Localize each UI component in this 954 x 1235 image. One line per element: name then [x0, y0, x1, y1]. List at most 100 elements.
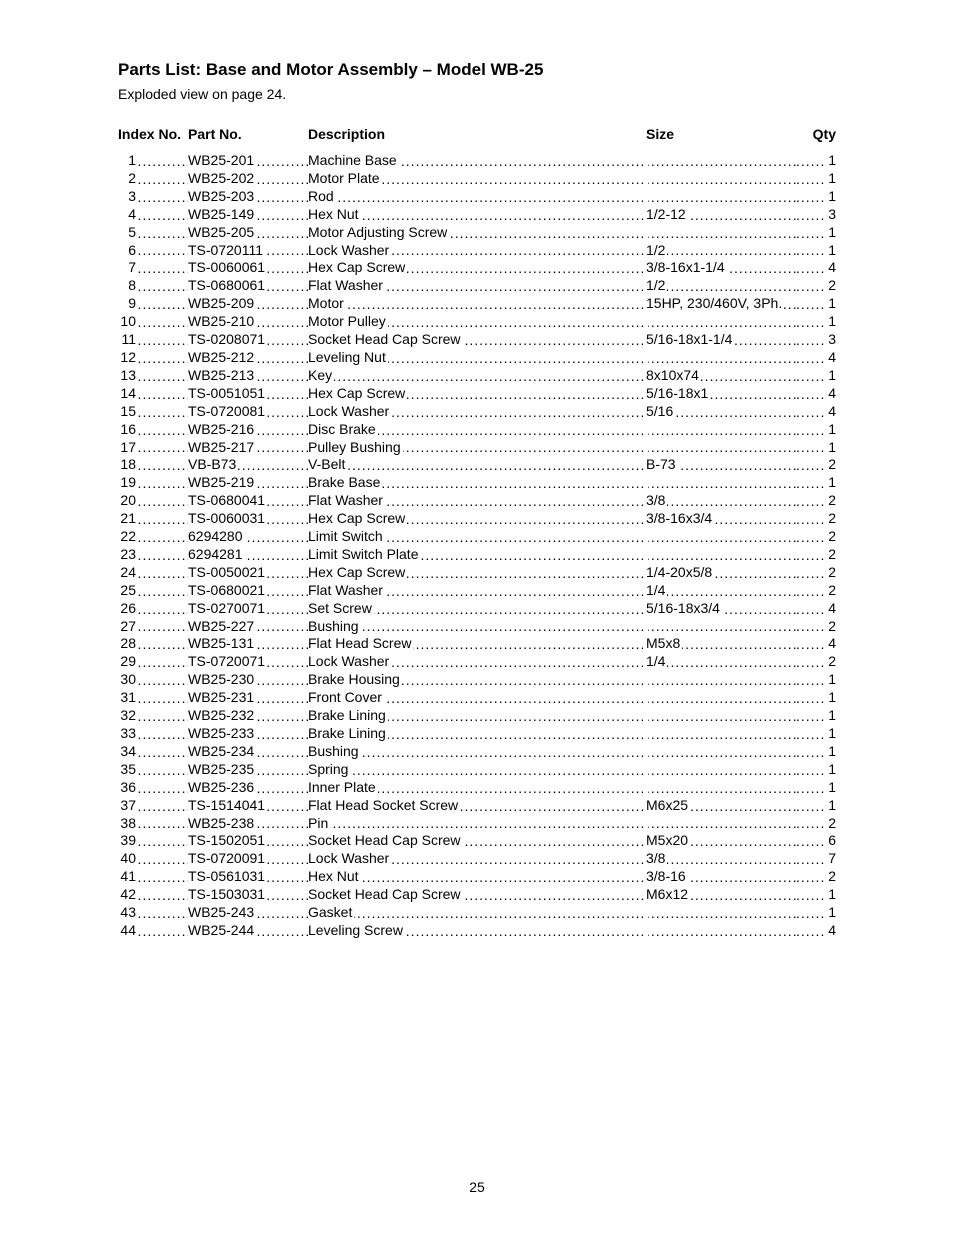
cell-qty: 2: [796, 510, 836, 528]
col-qty-header: Qty: [796, 126, 836, 142]
table-row: 15TS-0720081Lock Washer5/164: [118, 403, 836, 421]
cell-index-text: 44: [118, 922, 138, 940]
cell-size-text: [646, 474, 648, 490]
cell-index-text: 22: [118, 528, 138, 546]
table-row: 18VB-B73V-BeltB-732: [118, 456, 836, 474]
cell-description-text: Set Screw: [308, 600, 374, 616]
table-row: 7TS-0060061Hex Cap Screw3/8-16x1-1/44: [118, 259, 836, 277]
cell-index-text: 14: [118, 385, 138, 403]
cell-description-text: Brake Housing: [308, 671, 402, 687]
cell-size: [646, 224, 796, 242]
table-row: 9WB25-209Motor15HP, 230/460V, 3Ph.1: [118, 295, 836, 313]
cell-size-text: B-73: [646, 456, 678, 472]
cell-description: Brake Base: [308, 474, 646, 492]
cell-qty-text: 1: [825, 242, 836, 260]
cell-size: M6x12: [646, 886, 796, 904]
cell-description: Motor Plate: [308, 170, 646, 188]
cell-part-text: TS-1503031: [188, 886, 267, 902]
cell-index: 26: [118, 600, 188, 618]
cell-part-text: WB25-232: [188, 707, 256, 723]
cell-size: [646, 743, 796, 761]
cell-index-text: 29: [118, 653, 138, 671]
table-row: 42TS-1503031Socket Head Cap ScrewM6x121: [118, 886, 836, 904]
cell-part-text: WB25-238: [188, 815, 256, 831]
cell-qty: 1: [796, 689, 836, 707]
cell-index-text: 24: [118, 564, 138, 582]
cell-size-text: [646, 904, 648, 920]
cell-qty-text: 7: [825, 850, 836, 868]
table-row: 26TS-0270071Set Screw5/16-18x3/44: [118, 600, 836, 618]
parts-table: 1WB25-201Machine Base12WB25-202Motor Pla…: [118, 152, 836, 940]
cell-qty-text: 1: [825, 421, 836, 439]
cell-size-text: M6x25: [646, 797, 690, 813]
cell-size-text: [646, 761, 648, 777]
cell-part-text: WB25-213: [188, 367, 256, 383]
cell-description-text: Hex Cap Screw: [308, 564, 407, 580]
table-row: 5WB25-205Motor Adjusting Screw1: [118, 224, 836, 242]
cell-size-text: 1/4: [646, 653, 667, 669]
cell-index: 44: [118, 922, 188, 940]
table-row: 28WB25-131Flat Head ScrewM5x84: [118, 635, 836, 653]
cell-size-text: [646, 349, 648, 365]
cell-index: 3: [118, 188, 188, 206]
cell-part: TS-0680021: [188, 582, 308, 600]
cell-size-text: 5/16-18x3/4: [646, 600, 722, 616]
cell-size: [646, 707, 796, 725]
cell-part-text: WB25-131: [188, 635, 256, 651]
cell-description-text: Lock Washer: [308, 653, 391, 669]
cell-index: 34: [118, 743, 188, 761]
cell-description: Hex Cap Screw: [308, 385, 646, 403]
cell-index: 25: [118, 582, 188, 600]
table-row: 2WB25-202Motor Plate1: [118, 170, 836, 188]
page-title: Parts List: Base and Motor Assembly – Mo…: [118, 60, 836, 80]
cell-qty: 2: [796, 582, 836, 600]
cell-index-text: 3: [118, 188, 138, 206]
cell-qty-text: 1: [825, 224, 836, 242]
cell-description-text: V-Belt: [308, 456, 347, 472]
table-row: 38WB25-238Pin2: [118, 815, 836, 833]
page-subtitle: Exploded view on page 24.: [118, 86, 836, 102]
cell-description-text: Lock Washer: [308, 242, 391, 258]
cell-index-text: 37: [118, 797, 138, 815]
cell-index-text: 8: [118, 277, 138, 295]
cell-index: 32: [118, 707, 188, 725]
cell-qty: 1: [796, 224, 836, 242]
cell-qty: 2: [796, 546, 836, 564]
cell-index: 2: [118, 170, 188, 188]
cell-size-text: [646, 725, 648, 741]
cell-description: Hex Cap Screw: [308, 510, 646, 528]
cell-index: 30: [118, 671, 188, 689]
cell-part-text: WB25-227: [188, 618, 256, 634]
cell-qty: 2: [796, 277, 836, 295]
table-row: 40TS-0720091Lock Washer3/87: [118, 850, 836, 868]
cell-part: WB25-217: [188, 439, 308, 457]
cell-qty-text: 1: [825, 671, 836, 689]
cell-index: 22: [118, 528, 188, 546]
cell-qty-text: 1: [825, 188, 836, 206]
cell-part: TS-0680041: [188, 492, 308, 510]
cell-part-text: TS-0561031: [188, 868, 267, 884]
cell-description: Motor Pulley: [308, 313, 646, 331]
cell-qty-text: 2: [825, 653, 836, 671]
cell-description: Pin: [308, 815, 646, 833]
cell-qty: 4: [796, 403, 836, 421]
cell-description: Motor: [308, 295, 646, 313]
cell-size-text: [646, 528, 648, 544]
cell-index: 39: [118, 832, 188, 850]
cell-description: Motor Adjusting Screw: [308, 224, 646, 242]
cell-index-text: 34: [118, 743, 138, 761]
cell-description: Leveling Nut: [308, 349, 646, 367]
cell-size-text: 1/2-12: [646, 206, 688, 222]
column-headers: Index No. Part No. Description Size Qty: [118, 126, 836, 142]
cell-size: [646, 528, 796, 546]
cell-index-text: 28: [118, 635, 138, 653]
table-row: 11TS-0208071Socket Head Cap Screw5/16-18…: [118, 331, 836, 349]
cell-size: [646, 170, 796, 188]
cell-part-text: WB25-212: [188, 349, 256, 365]
cell-part: TS-0720081: [188, 403, 308, 421]
cell-description: Inner Plate: [308, 779, 646, 797]
cell-index-text: 7: [118, 259, 138, 277]
cell-size-text: 5/16-18x1: [646, 385, 710, 401]
cell-index-text: 4: [118, 206, 138, 224]
cell-size: M5x20: [646, 832, 796, 850]
